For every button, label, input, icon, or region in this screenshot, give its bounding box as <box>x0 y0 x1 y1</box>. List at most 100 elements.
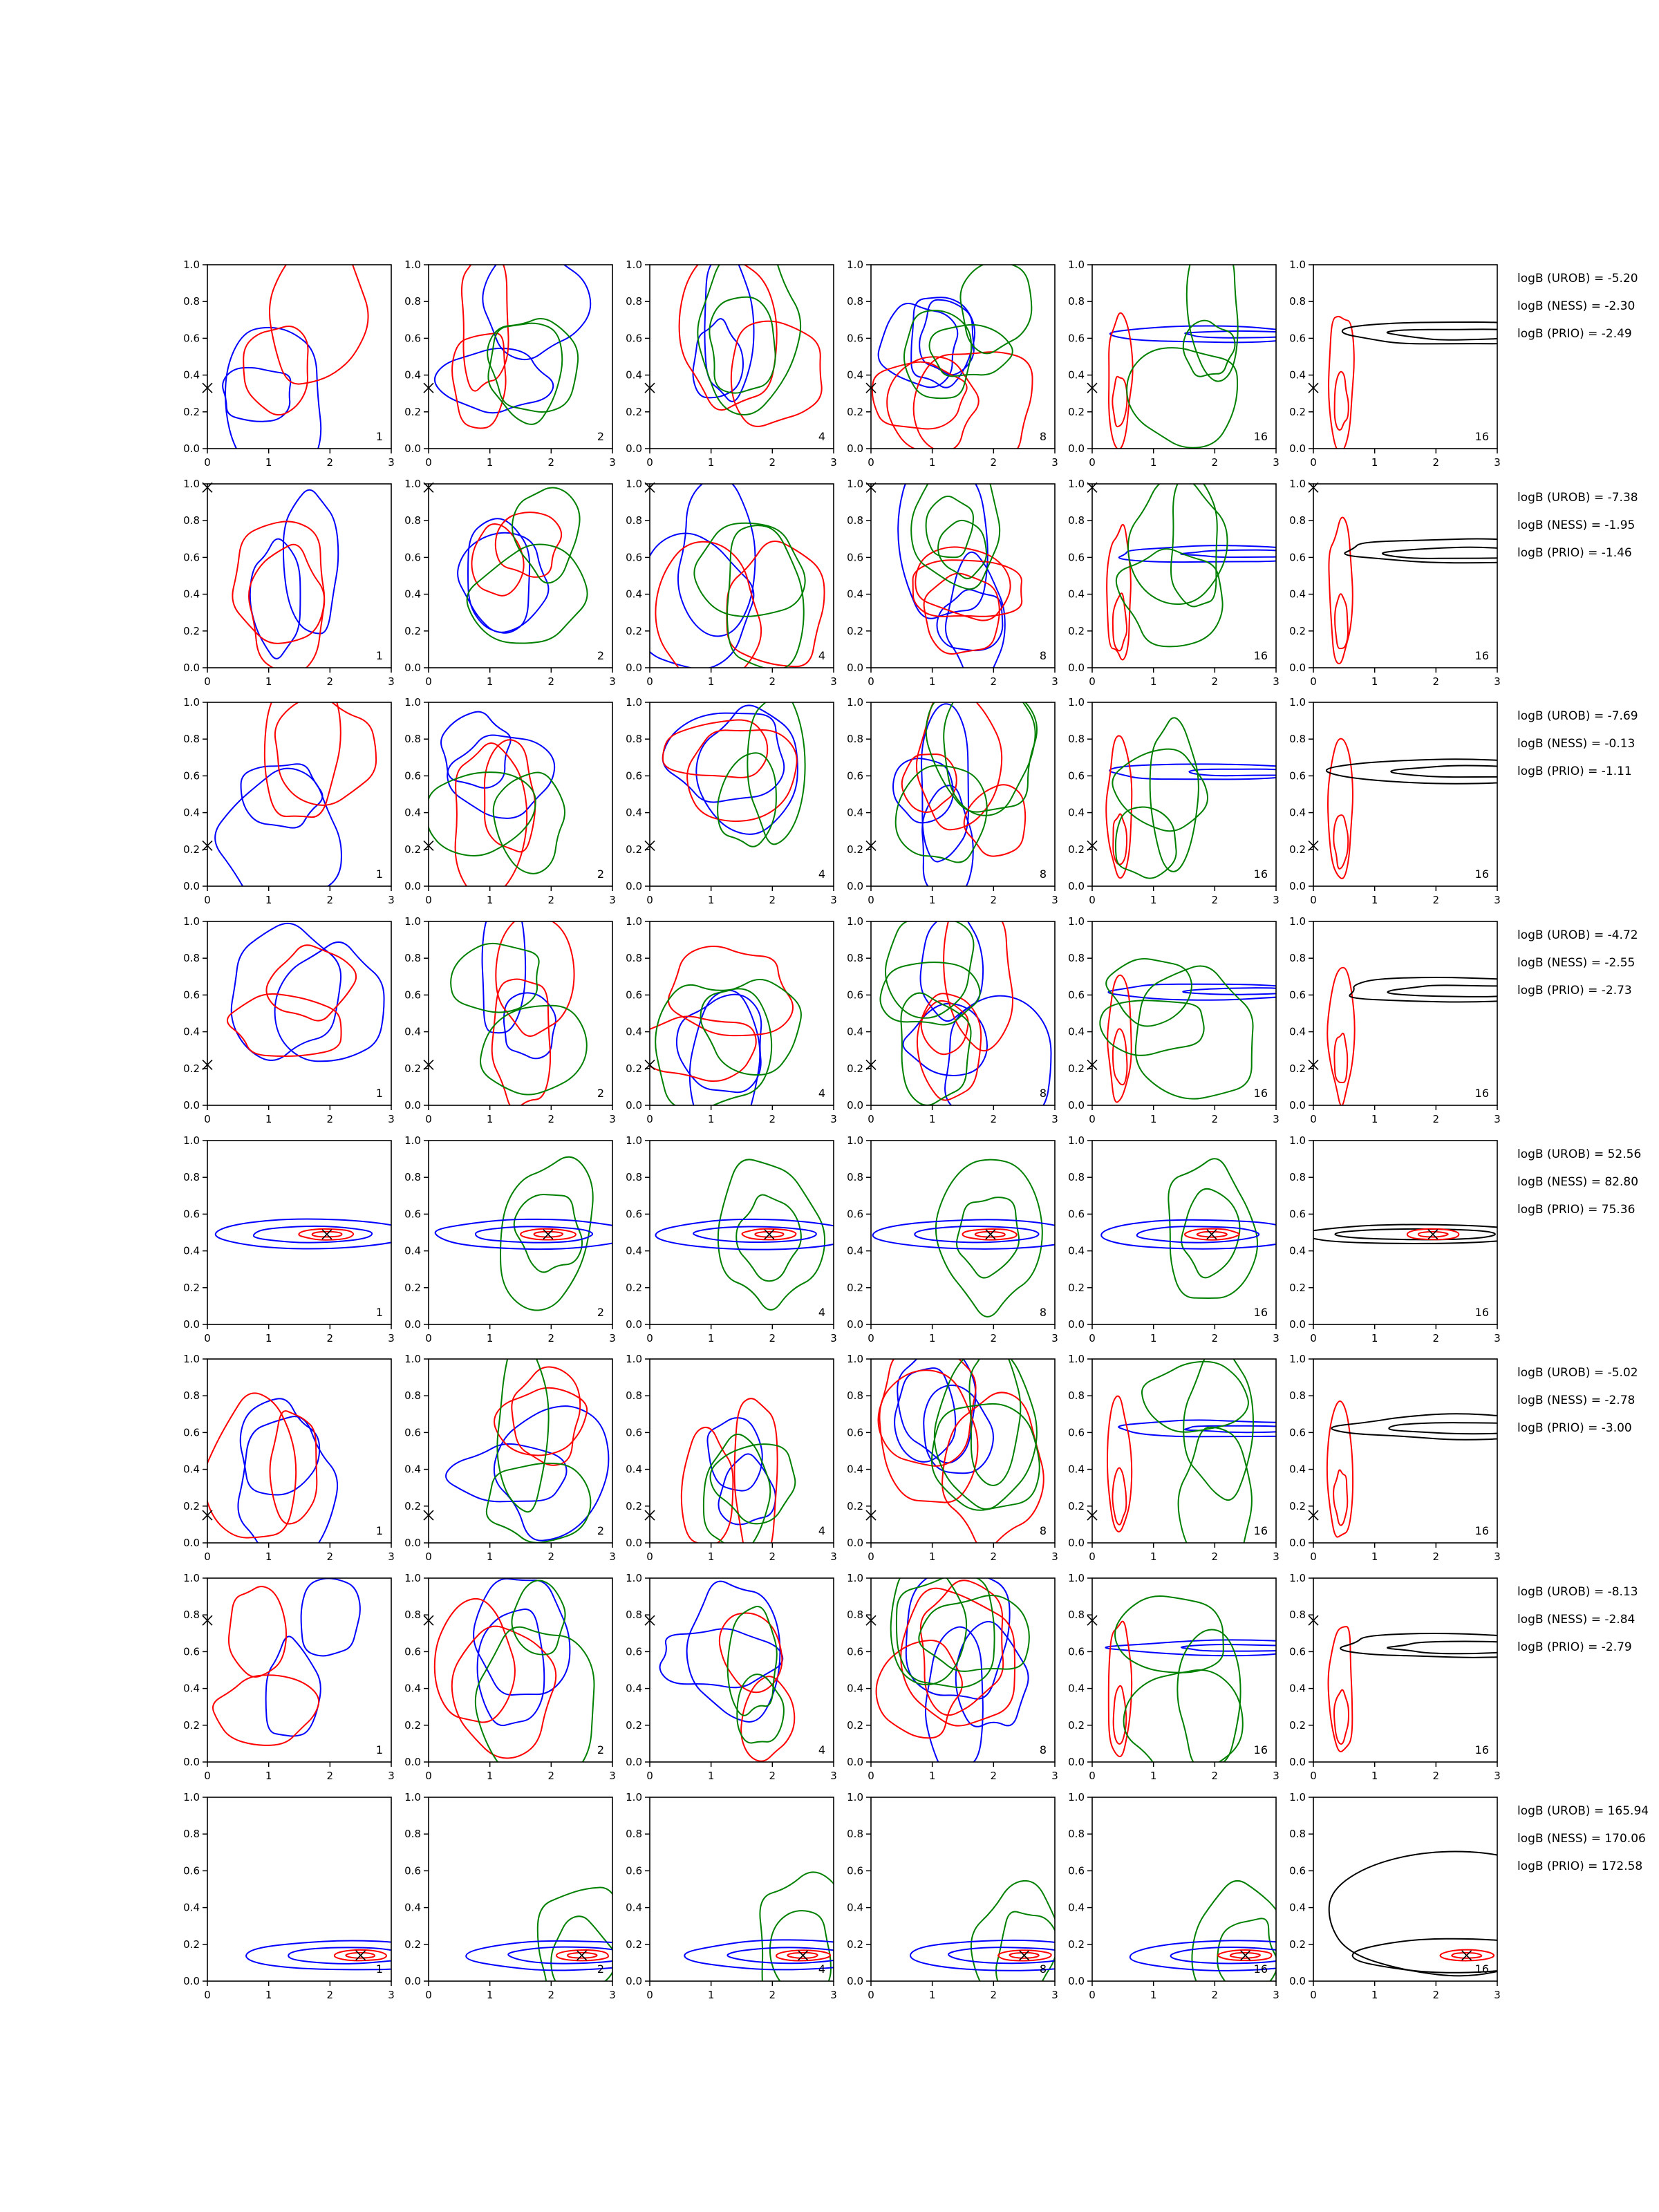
y-tick-label: 0.0 <box>183 1099 200 1112</box>
y-tick-label: 1.0 <box>847 915 863 928</box>
red-contour <box>678 265 778 411</box>
x-tick-label: 0 <box>646 1770 653 1782</box>
green-contour <box>1177 1629 1241 1762</box>
y-tick-label: 0.4 <box>404 1683 421 1695</box>
panel-label: 8 <box>1040 1524 1047 1537</box>
y-tick-label: 0.2 <box>404 625 421 637</box>
x-tick-label: 3 <box>388 456 395 469</box>
y-tick-label: 0.0 <box>404 1756 421 1768</box>
blue-contour <box>921 703 970 863</box>
y-tick-label: 0.6 <box>626 1208 642 1220</box>
y-tick-label: 0.6 <box>847 551 863 563</box>
red-contour <box>900 1587 1016 1727</box>
x-tick-label: 2 <box>1433 1550 1440 1563</box>
logb-annotation: logB (PRIO) = -3.00 <box>1517 1421 1632 1435</box>
green-contour <box>496 1359 550 1513</box>
panel-label: 2 <box>597 430 604 443</box>
y-tick-label: 0.8 <box>404 1828 421 1840</box>
red-contour <box>912 351 1033 449</box>
red-contour <box>1333 1689 1350 1745</box>
x-tick-label: 1 <box>487 1113 494 1125</box>
y-tick-label: 0.2 <box>847 625 863 637</box>
axes-frame <box>1313 1577 1498 1763</box>
panel-r7-c4: 0 1 2 3 0.0 0.2 0.4 0.6 0.8 1.0 8 <box>847 1572 1058 1782</box>
green-contour <box>1149 717 1199 872</box>
blue-contour <box>1118 1419 1276 1438</box>
y-tick-label: 0.8 <box>183 1828 200 1840</box>
y-tick-label: 1.0 <box>1068 1134 1085 1147</box>
x-tick-label: 0 <box>868 1113 874 1125</box>
panel-r2-c6: 0 1 2 3 0.0 0.2 0.4 0.6 0.8 1.0 16 <box>1289 478 1501 688</box>
axes-frame <box>428 1797 613 1982</box>
x-tick-label: 2 <box>548 1770 555 1782</box>
contours <box>892 702 1038 886</box>
y-tick-label: 0.4 <box>1289 807 1306 819</box>
x-tick-label: 0 <box>1089 1770 1096 1782</box>
y-tick-label: 0.8 <box>1289 733 1306 745</box>
x-tick-label: 0 <box>1089 456 1096 469</box>
red-contour <box>454 742 528 886</box>
y-tick-label: 0.0 <box>847 1975 863 1987</box>
x-tick-label: 1 <box>265 894 272 906</box>
blue-contour <box>650 532 755 668</box>
y-tick-label: 0.6 <box>847 332 863 344</box>
y-tick-label: 0.0 <box>1068 1318 1085 1331</box>
y-tick-label: 0.2 <box>626 625 642 637</box>
y-tick-label: 0.4 <box>1289 1683 1306 1695</box>
y-tick-label: 0.8 <box>626 952 642 964</box>
blue-contour <box>1105 1639 1276 1657</box>
green-contour <box>1134 965 1254 1100</box>
x-tick-label: 1 <box>265 675 272 688</box>
panel-r6-c4: 0 1 2 3 0.0 0.2 0.4 0.6 0.8 1.0 8 <box>847 1353 1058 1563</box>
x-tick-label: 2 <box>769 1989 776 2001</box>
red-contour <box>494 1387 588 1456</box>
green-contour <box>702 1433 771 1543</box>
y-tick-label: 0.2 <box>847 843 863 856</box>
blue-contour <box>239 1398 321 1496</box>
x-tick-label: 0 <box>1089 1550 1096 1563</box>
y-tick-label: 0.8 <box>404 514 421 527</box>
y-tick-label: 0.0 <box>847 1099 863 1112</box>
axes-frame <box>870 1358 1056 1544</box>
red-contour <box>1196 1230 1228 1238</box>
panel-label: 1 <box>376 868 383 881</box>
contours <box>662 702 806 847</box>
y-tick-label: 0.6 <box>404 1208 421 1220</box>
panel-label: 4 <box>818 1743 825 1756</box>
x-tick-label: 3 <box>830 1550 837 1563</box>
green-contour <box>511 1580 566 1656</box>
green-contour <box>1177 1426 1253 1543</box>
contours <box>1108 265 1276 449</box>
blue-contour <box>252 1225 373 1244</box>
green-contour <box>727 1606 778 1716</box>
blue-contour <box>465 1940 612 1971</box>
y-tick-label: 1.0 <box>183 478 200 490</box>
logb-annotation: logB (NESS) = -0.13 <box>1517 737 1635 751</box>
x-tick-label: 2 <box>991 1989 997 2001</box>
blue-contour <box>457 532 550 633</box>
y-tick-label: 0.4 <box>847 1026 863 1038</box>
y-tick-label: 0.2 <box>1289 1282 1306 1294</box>
red-contour <box>1108 312 1134 449</box>
green-contour <box>1115 548 1224 648</box>
x-tick-label: 3 <box>388 1332 395 1344</box>
axes-frame <box>207 483 392 668</box>
black-contour <box>1381 546 1497 559</box>
black-contour <box>1313 1224 1497 1244</box>
x-tick-label: 0 <box>425 1332 432 1344</box>
y-tick-label: 0.2 <box>847 1282 863 1294</box>
y-tick-label: 1.0 <box>404 478 421 490</box>
x-tick-label: 2 <box>769 1770 776 1782</box>
y-tick-label: 0.6 <box>183 1208 200 1220</box>
x-tick-label: 3 <box>388 1113 395 1125</box>
panel-r8-c3: 0 1 2 3 0.0 0.2 0.4 0.6 0.8 1.0 4 <box>626 1791 837 2001</box>
panel-r5-c3: 0 1 2 3 0.0 0.2 0.4 0.6 0.8 1.0 4 <box>626 1134 837 1344</box>
contours <box>678 265 823 427</box>
axes-frame <box>870 483 1056 668</box>
y-tick-label: 0.2 <box>1068 1719 1085 1732</box>
axes-frame <box>1091 921 1277 1106</box>
x-tick-label: 3 <box>830 1113 837 1125</box>
y-tick-label: 0.6 <box>404 988 421 1001</box>
y-tick-label: 1.0 <box>1068 1572 1085 1584</box>
panel-label: 16 <box>1254 1524 1268 1537</box>
